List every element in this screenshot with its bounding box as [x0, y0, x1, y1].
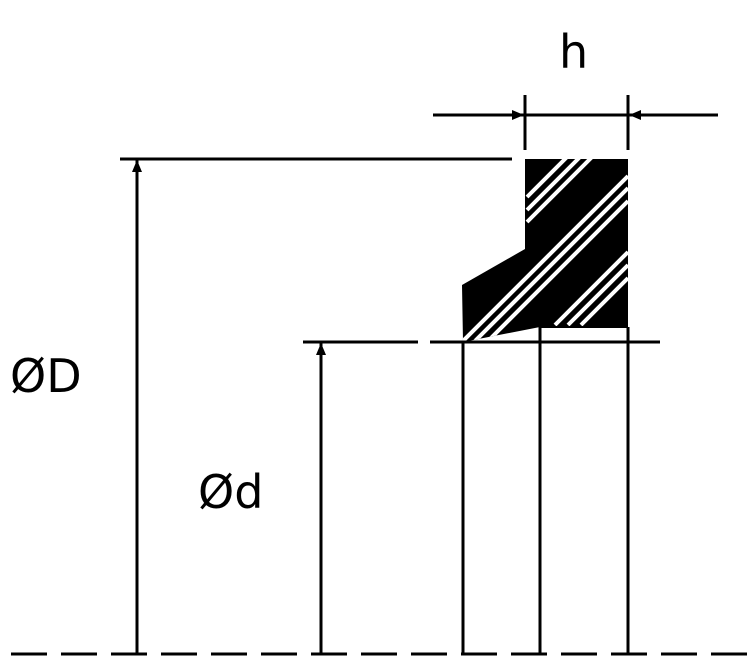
seal-profile: [462, 159, 628, 342]
h-label: h: [559, 25, 588, 79]
id-label: Ød: [198, 465, 263, 519]
od-label: ØD: [10, 349, 82, 403]
